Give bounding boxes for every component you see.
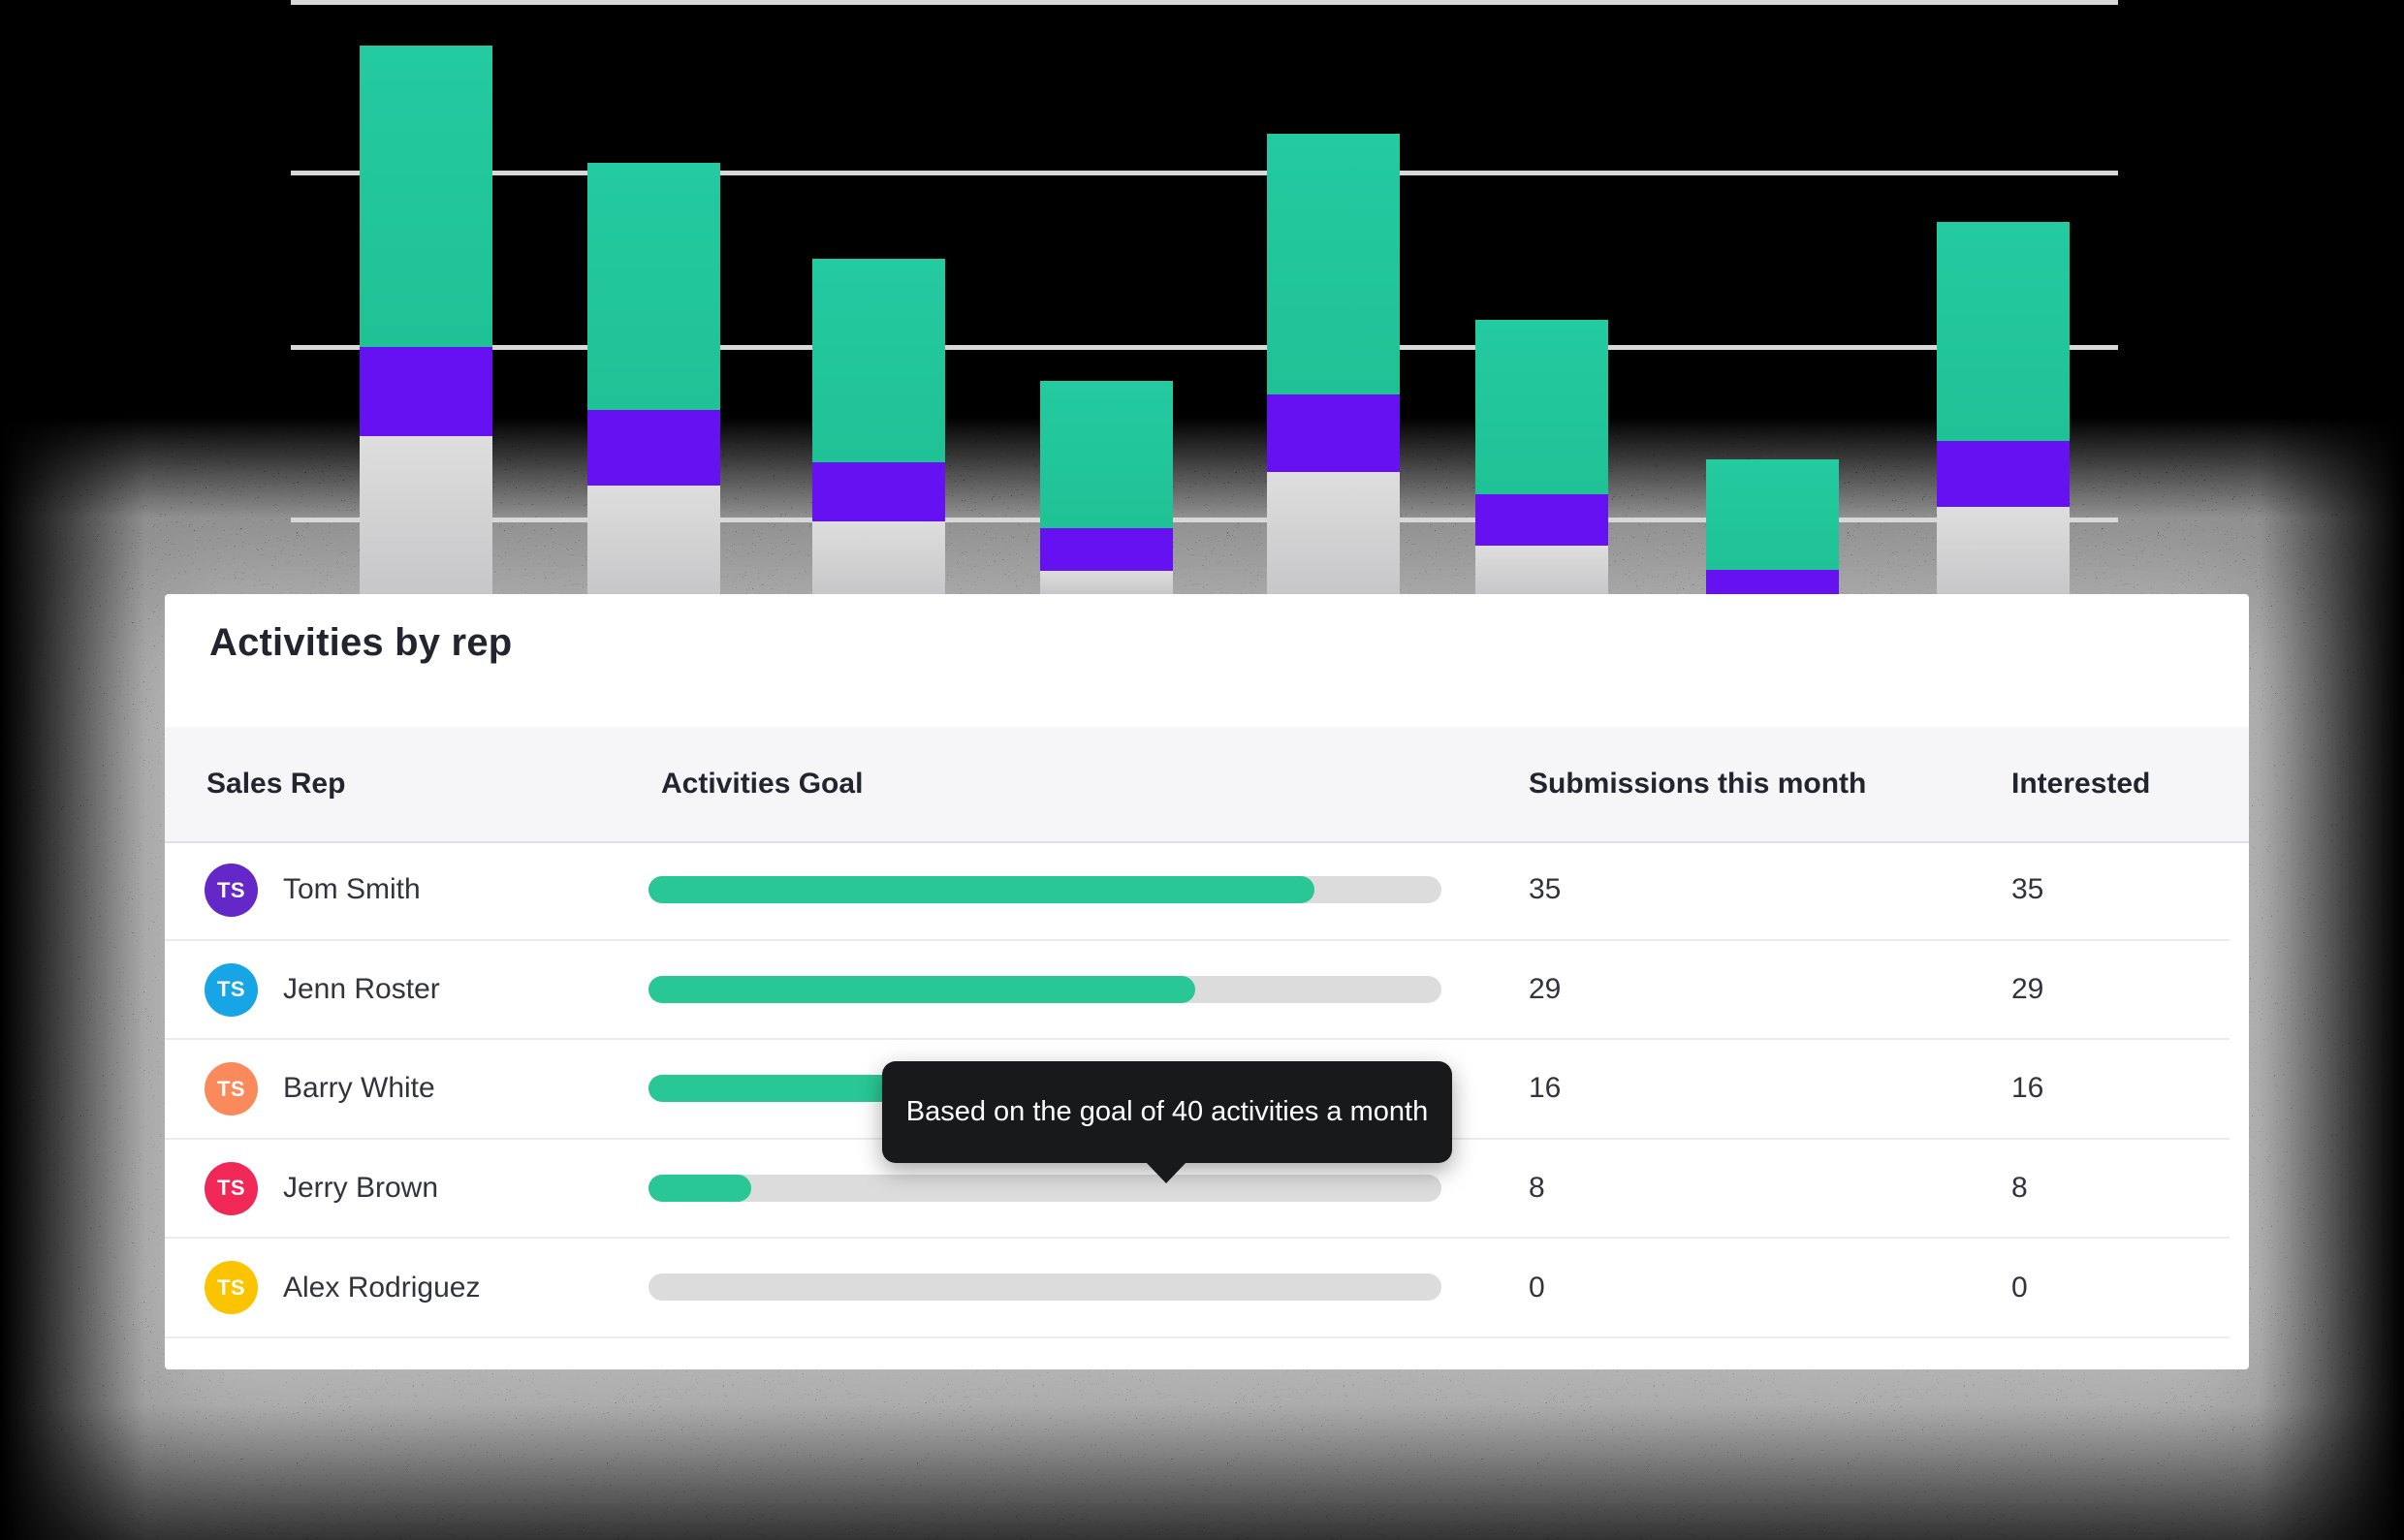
stacked-bar bbox=[1706, 459, 1839, 594]
bar-segment-teal bbox=[1706, 459, 1839, 570]
chart-gridline bbox=[291, 0, 2118, 5]
bar-segment-purple bbox=[1706, 570, 1839, 594]
submissions-value: 8 bbox=[1529, 1172, 1545, 1205]
bar-segment-gray bbox=[1937, 507, 2070, 594]
bar-segment-gray bbox=[360, 436, 492, 594]
bar-segment-gray bbox=[1040, 571, 1173, 594]
goal-progress-track bbox=[648, 876, 1441, 903]
stacked-bar bbox=[360, 46, 492, 594]
avatar: TS bbox=[205, 1161, 258, 1215]
bar-segment-purple bbox=[360, 347, 492, 436]
tooltip-caret-icon bbox=[1145, 1161, 1187, 1183]
table-row: TS Tom Smith 35 35 bbox=[165, 841, 2230, 941]
stacked-bar bbox=[1475, 320, 1608, 594]
column-header-sales-rep: Sales Rep bbox=[206, 768, 346, 800]
goal-progress-fill bbox=[648, 975, 1196, 1003]
interested-value: 35 bbox=[2011, 873, 2044, 906]
avatar: TS bbox=[205, 864, 258, 917]
goal-progress-fill bbox=[648, 876, 1315, 903]
bar-segment-teal bbox=[1267, 134, 1400, 394]
chart-gridline bbox=[291, 171, 2118, 175]
table-row: TS Jerry Brown 8 8 bbox=[165, 1140, 2230, 1240]
bar-segment-gray bbox=[812, 521, 945, 594]
rep-name: Jenn Roster bbox=[283, 972, 440, 1005]
table-header: Sales Rep Activities Goal Submissions th… bbox=[165, 727, 2249, 843]
interested-value: 16 bbox=[2011, 1072, 2044, 1105]
bar-segment-purple bbox=[1040, 528, 1173, 571]
column-header-submissions: Submissions this month bbox=[1529, 768, 1867, 800]
submissions-value: 35 bbox=[1529, 873, 1562, 906]
submissions-value: 29 bbox=[1529, 972, 1562, 1005]
rep-name: Alex Rodriguez bbox=[283, 1271, 481, 1304]
stacked-bar bbox=[1040, 381, 1173, 594]
submissions-value: 16 bbox=[1529, 1072, 1562, 1105]
avatar: TS bbox=[205, 1261, 258, 1315]
column-header-activities-goal: Activities Goal bbox=[661, 768, 864, 800]
rep-name: Barry White bbox=[283, 1072, 435, 1105]
interested-value: 0 bbox=[2011, 1271, 2028, 1304]
rep-name: Jerry Brown bbox=[283, 1172, 439, 1205]
chart-gridline bbox=[291, 345, 2118, 350]
avatar: TS bbox=[205, 962, 258, 1017]
bar-segment-gray bbox=[1267, 472, 1400, 594]
chart-gridline bbox=[291, 518, 2118, 522]
goal-tooltip-text: Based on the goal of 40 activities a mon… bbox=[905, 1096, 1429, 1127]
goal-progress-track bbox=[648, 975, 1441, 1003]
bar-segment-teal bbox=[812, 259, 945, 462]
rep-name: Tom Smith bbox=[283, 873, 421, 906]
bar-segment-teal bbox=[360, 46, 492, 347]
activities-by-rep-card: Activities by rep Sales Rep Activities G… bbox=[165, 594, 2249, 1369]
table-row: TS Jenn Roster 29 29 bbox=[165, 941, 2230, 1041]
interested-value: 8 bbox=[2011, 1172, 2028, 1205]
goal-tooltip: Based on the goal of 40 activities a mon… bbox=[882, 1061, 1452, 1183]
goal-progress-track bbox=[648, 1273, 1441, 1302]
goal-progress-track bbox=[648, 1174, 1441, 1202]
bar-segment-teal bbox=[1475, 320, 1608, 494]
submissions-value: 0 bbox=[1529, 1271, 1545, 1304]
card-title: Activities by rep bbox=[209, 621, 513, 664]
column-header-interested: Interested bbox=[2011, 768, 2151, 800]
interested-value: 29 bbox=[2011, 972, 2044, 1005]
bar-segment-purple bbox=[1475, 494, 1608, 546]
bar-segment-gray bbox=[587, 486, 720, 594]
stacked-bar bbox=[1267, 134, 1400, 594]
stacked-bar bbox=[812, 259, 945, 594]
bar-segment-gray bbox=[1475, 546, 1608, 594]
bar-segment-teal bbox=[1040, 381, 1173, 528]
bar-segment-purple bbox=[1267, 394, 1400, 472]
bar-segment-teal bbox=[1937, 222, 2070, 441]
bar-segment-purple bbox=[1937, 441, 2070, 507]
bar-segment-purple bbox=[812, 462, 945, 521]
table-row: TS Alex Rodriguez 0 0 bbox=[165, 1239, 2230, 1338]
bar-segment-teal bbox=[587, 163, 720, 410]
bar-segment-purple bbox=[587, 410, 720, 486]
stacked-bar bbox=[587, 163, 720, 594]
activities-chart bbox=[0, 0, 2404, 594]
goal-progress-fill bbox=[648, 1174, 752, 1202]
avatar: TS bbox=[205, 1062, 258, 1116]
stacked-bar bbox=[1937, 222, 2070, 594]
